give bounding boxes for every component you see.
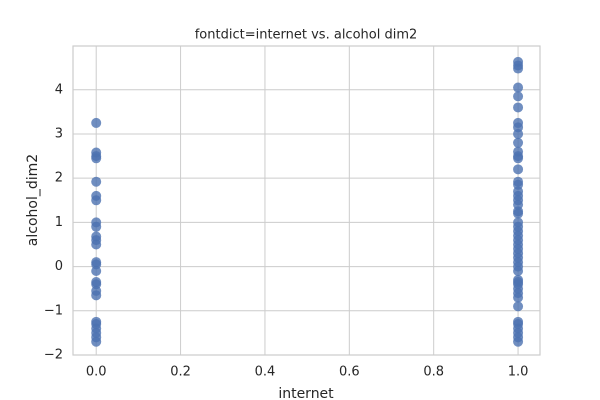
point [513,91,524,102]
x-axis-label: internet [278,386,334,400]
point [513,153,524,164]
y-tick-label: −1 [44,303,63,318]
point [91,117,102,128]
point [91,266,102,277]
plot-frame [72,45,541,356]
y-tick-label: −2 [44,348,63,363]
y-tick-label: 0 [55,259,63,274]
point [513,292,524,303]
point [513,208,524,219]
y-axis-label: alcohol_dim2 [25,154,41,246]
y-tick-label: 2 [55,171,63,186]
point [91,221,102,232]
point [513,137,524,148]
x-tick-label: 0.0 [86,365,107,380]
point [91,290,102,301]
point [513,82,524,93]
point [513,336,524,347]
point [513,266,524,277]
point [513,63,524,74]
y-tick-label: 1 [55,215,63,230]
x-tick-label: 1.0 [508,365,529,380]
x-tick-label: 0.4 [255,365,276,380]
point [513,164,524,175]
point [91,195,102,206]
x-tick-label: 0.6 [339,365,360,380]
point [513,102,524,113]
chart-title: fontdict=internet vs. alcohol dim2 [195,28,418,43]
y-tick-label: 3 [55,126,63,141]
x-tick-label: 0.8 [423,365,444,380]
y-tick-label: 4 [55,82,63,97]
point [513,128,524,139]
point [91,239,102,250]
point [91,153,102,164]
x-tick-label: 0.2 [170,365,191,380]
point [91,176,102,187]
point [513,301,524,312]
point [91,336,102,347]
